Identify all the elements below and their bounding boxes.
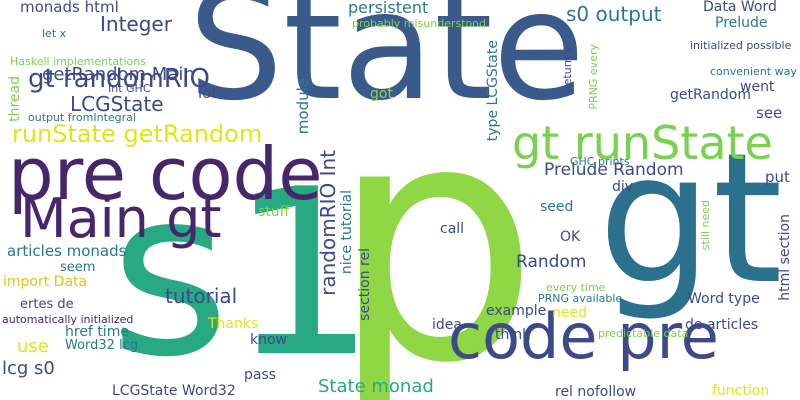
- cloud-word: lcg s0: [2, 358, 55, 379]
- cloud-word: Prelude Random: [544, 160, 684, 180]
- cloud-word: output fromIntegral: [28, 111, 136, 124]
- cloud-word: getRandom Main: [42, 64, 195, 85]
- cloud-word: code pre: [448, 300, 719, 373]
- cloud-word: gt runState: [512, 116, 773, 170]
- cloud-word: Integer: [100, 12, 172, 36]
- cloud-word: initialized possible: [690, 39, 792, 52]
- cloud-word: Word32 lcg: [65, 338, 139, 353]
- cloud-word: LCGState: [70, 92, 164, 116]
- cloud-word: module: [294, 78, 312, 135]
- cloud-word: articles monads: [7, 242, 127, 260]
- cloud-word: nice tutorial: [339, 190, 355, 275]
- cloud-word: call: [440, 221, 465, 237]
- cloud-word: p: [330, 51, 540, 400]
- cloud-word: LCGState Word32: [112, 383, 236, 399]
- cloud-word: lot: [198, 84, 218, 102]
- cloud-word: still need: [699, 200, 712, 251]
- cloud-word: pass: [244, 367, 277, 383]
- cloud-word: OK: [560, 229, 581, 245]
- cloud-word: randomRIO Int: [316, 150, 340, 296]
- cloud-word: getRandom: [670, 87, 751, 103]
- cloud-word: put: [765, 168, 790, 186]
- cloud-word: predictable data: [598, 327, 689, 340]
- cloud-word: ertes de: [20, 297, 74, 312]
- cloud-word: idea: [432, 317, 462, 333]
- cloud-word: know: [250, 332, 287, 348]
- cloud-word: automatically initialized: [2, 313, 134, 326]
- cloud-word: use: [17, 336, 49, 357]
- cloud-word: let x: [42, 27, 67, 40]
- cloud-word: function: [712, 383, 770, 399]
- cloud-word: Thanks: [208, 316, 259, 332]
- cloud-word: Random: [516, 252, 587, 272]
- cloud-word: see: [756, 104, 783, 122]
- cloud-word: went: [740, 79, 775, 95]
- cloud-word: type LCGState: [485, 40, 501, 142]
- cloud-word: Word type: [688, 291, 760, 307]
- cloud-word: State: [188, 0, 586, 134]
- cloud-word: runState getRandom: [12, 120, 263, 148]
- cloud-word: got: [370, 86, 393, 102]
- cloud-word: State monad: [318, 376, 434, 397]
- cloud-word: s0 output: [566, 2, 662, 26]
- cloud-word: Haskell implementations: [10, 55, 146, 68]
- cloud-word: Prelude: [715, 15, 768, 31]
- cloud-word: example: [486, 303, 547, 319]
- cloud-word: Int GHC: [108, 82, 151, 95]
- cloud-word: div: [612, 179, 634, 195]
- cloud-word: convenient way: [710, 65, 797, 78]
- cloud-word: rel nofollow: [555, 384, 637, 400]
- cloud-word: monads html: [20, 0, 119, 16]
- cloud-word: think: [495, 327, 531, 343]
- cloud-word: s1: [110, 141, 377, 400]
- cloud-word: PRNG available: [538, 292, 623, 305]
- cloud-word: Data Word: [703, 0, 777, 15]
- cloud-word: stuff: [258, 204, 290, 220]
- cloud-word: need: [552, 305, 587, 321]
- cloud-word: gt randomRIO: [28, 64, 210, 94]
- cloud-word: probably misunderstood: [352, 17, 486, 30]
- cloud-word: seed: [540, 199, 574, 215]
- cloud-word: tutorial: [165, 284, 238, 308]
- cloud-word: href time: [65, 324, 129, 340]
- cloud-word: de articles: [685, 317, 759, 333]
- cloud-word: PRNG every: [587, 44, 600, 110]
- cloud-word: import Data: [3, 274, 88, 290]
- cloud-word: section rel: [357, 248, 373, 321]
- cloud-word: gt: [598, 115, 783, 324]
- cloud-word: GHC prints: [570, 155, 630, 168]
- cloud-word: thread: [7, 76, 23, 122]
- cloud-word: pre code: [8, 132, 323, 216]
- cloud-word: return x: [561, 46, 574, 90]
- cloud-word: html section: [777, 214, 793, 301]
- cloud-word: seem: [60, 260, 96, 275]
- cloud-word: every time: [546, 281, 606, 294]
- cloud-word: persistent: [348, 0, 429, 17]
- cloud-word: Main gt: [20, 187, 222, 250]
